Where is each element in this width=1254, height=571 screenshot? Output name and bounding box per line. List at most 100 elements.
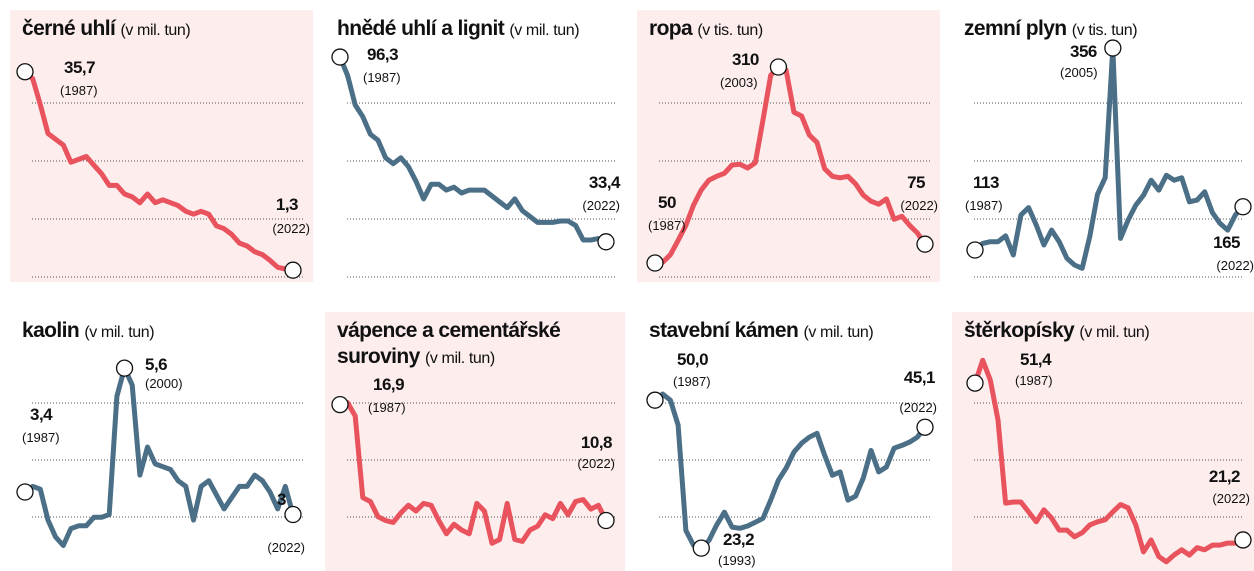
annotation-value: 3 [277, 490, 286, 509]
annotation-year: (2022) [577, 456, 615, 471]
data-line [972, 357, 1246, 565]
title-text: štěrkopísky [964, 319, 1075, 342]
point-marker [692, 539, 710, 557]
chart-title: černé uhlí (v mil. tun) [22, 16, 305, 44]
annotation-value: 50,0 [677, 350, 708, 369]
annotation-value: 51,4 [1020, 350, 1052, 369]
annotation-value: 16,9 [373, 375, 404, 394]
annotation-year: (1993) [718, 553, 756, 568]
title-text: černé uhlí [22, 17, 116, 40]
point-marker [1234, 198, 1252, 216]
chart-title: zemní plyn (v tis. tun) [964, 16, 1246, 44]
annotation-value: 1,3 [276, 195, 298, 214]
annotation-value: 50 [658, 193, 676, 212]
title-text: vápence a cementářské suroviny [337, 319, 561, 368]
panel: 50,0 (1987) 23,2 (1993) 45,1 (2022) [646, 350, 937, 568]
annotation-value: 310 [732, 50, 759, 69]
annotation-value: 21,2 [1209, 467, 1240, 486]
point-marker [16, 483, 34, 501]
point-marker [916, 235, 934, 253]
unit-text: (v mil. tun) [803, 324, 874, 341]
panel: 113 (1987) 356 (2005) 165 (2022) [965, 39, 1254, 278]
data-line [652, 64, 928, 266]
chart-title: ropa (v tis. tun) [649, 16, 932, 44]
annotation-year: (2005) [1060, 65, 1098, 80]
unit-text: (v mil. tun) [84, 324, 155, 341]
title-text: zemní plyn [964, 17, 1067, 40]
point-marker [1234, 531, 1252, 549]
annotation-year: (1987) [965, 198, 1003, 213]
panel-background [325, 312, 625, 571]
panel-background [952, 312, 1254, 571]
point-marker [331, 48, 349, 66]
annotation-year: (2022) [582, 198, 620, 213]
point-marker [916, 418, 934, 436]
point-marker [331, 395, 349, 414]
annotation-value: 3,4 [30, 405, 53, 424]
annotation-value: 33,4 [589, 173, 621, 192]
point-marker [597, 511, 615, 530]
chart-title: vápence a cementářské suroviny (v mil. t… [337, 318, 617, 372]
annotation-value: 356 [1070, 42, 1097, 61]
annotation-value: 23,2 [723, 530, 754, 549]
annotation-value: 113 [973, 173, 999, 192]
unit-text: (v tis. tun) [697, 22, 763, 39]
data-line [337, 400, 609, 546]
title-text: kaolin [22, 319, 80, 342]
point-marker [284, 505, 302, 524]
annotation-value: 10,8 [581, 433, 612, 452]
annotation-value: 165 [1213, 233, 1240, 252]
annotation-value: 45,1 [904, 368, 935, 387]
annotation-year: (2022) [899, 400, 937, 415]
annotation-value: 35,7 [64, 58, 95, 77]
data-line [337, 54, 609, 245]
title-text: hnědé uhlí a lignit [337, 17, 505, 40]
annotation-year: (2022) [272, 221, 310, 236]
point-marker [16, 63, 34, 81]
unit-text: (v tis. tun) [1071, 22, 1138, 39]
point-marker [597, 233, 615, 251]
point-marker [284, 261, 302, 279]
panel: 96,3 (1987) 33,4 (2022) [331, 45, 622, 278]
annotation-year: (2000) [145, 376, 183, 391]
point-marker [966, 374, 984, 392]
point-marker [646, 254, 664, 272]
annotation-year: (1987) [60, 83, 98, 98]
panel: 3,4 (1987) 5,6 (2000) 3 (2022) [16, 355, 305, 555]
annotation-year: (2022) [267, 540, 305, 555]
unit-text: (v mil. tun) [424, 350, 495, 367]
panel-background [10, 10, 313, 282]
title-text: stavební kámen [649, 319, 799, 342]
chart-title: hnědé uhlí a lignit (v mil. tun) [337, 16, 617, 44]
annotation-value: 96,3 [367, 45, 398, 64]
annotation-year: (2022) [1216, 258, 1254, 273]
title-text: ropa [649, 17, 693, 40]
annotation-year: (1987) [1015, 373, 1053, 388]
point-marker [115, 359, 134, 377]
annotation-year: (2003) [720, 75, 758, 90]
annotation-value: 5,6 [145, 355, 167, 374]
chart-title: kaolin (v mil. tun) [22, 318, 305, 346]
data-line [972, 45, 1246, 271]
panel: 51,4 (1987) 21,2 (2022) [952, 312, 1254, 571]
annotation-value: 75 [907, 173, 925, 192]
unit-text: (v mil. tun) [509, 22, 580, 39]
panel-background [637, 10, 940, 282]
panel: 16,9 (1987) 10,8 (2022) [325, 312, 625, 571]
unit-text: (v mil. tun) [120, 22, 191, 39]
annotation-year: (1987) [673, 374, 711, 389]
point-marker [769, 58, 788, 76]
annotation-year: (1987) [368, 400, 406, 415]
data-line [652, 391, 928, 551]
point-marker [966, 241, 984, 259]
annotation-year: (1987) [363, 70, 401, 85]
point-marker [646, 391, 664, 409]
data-line [22, 365, 296, 548]
annotation-year: (2022) [1212, 491, 1250, 506]
panel: 50 (1987) 310 (2003) 75 (2022) [637, 10, 940, 282]
annotation-year: (1987) [648, 218, 686, 233]
chart-title: štěrkopísky (v mil. tun) [964, 318, 1246, 346]
data-line [22, 69, 296, 273]
